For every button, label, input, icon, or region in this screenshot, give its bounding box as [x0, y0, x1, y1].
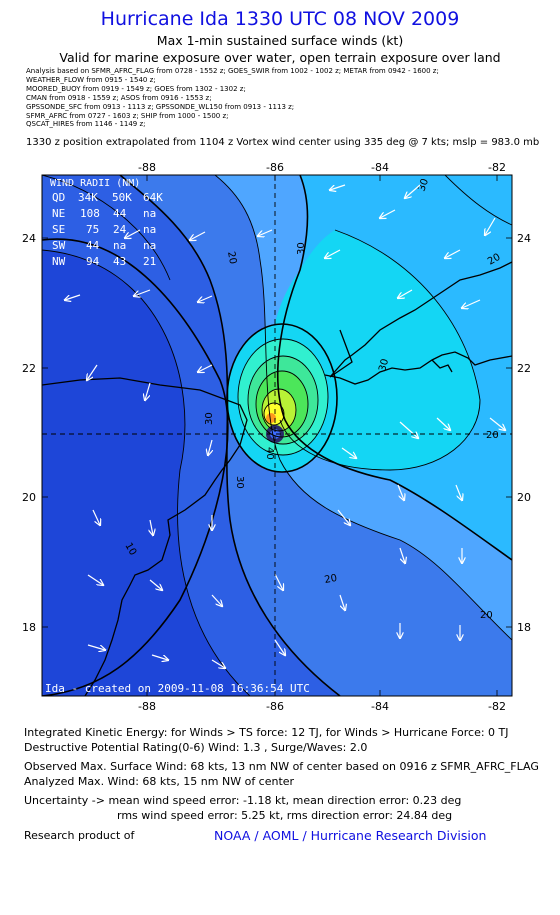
contour-fill: [42, 175, 512, 696]
contour-label: 30: [296, 242, 307, 255]
wind-radii-cell: na: [143, 223, 156, 236]
uncertainty-rms-line: rms wind speed error: 5.25 kt, rms direc…: [117, 809, 453, 822]
y-tick-label: 20: [22, 491, 36, 504]
x-tick-label: -86: [266, 161, 284, 174]
y-tick-label: 22: [22, 362, 36, 375]
axis-labels: -88 -86 -84 -82 -88 -86 -84 -82 24 22 20…: [22, 161, 531, 710]
contour-label: 30: [204, 412, 215, 425]
wind-radii-table: WIND RADII (NM) QD 34K 50K 64K NE 108 44…: [50, 178, 163, 268]
axis-ticks: [42, 175, 512, 696]
wind-radii-cell: 94: [86, 255, 100, 268]
wind-radii-cell: 108: [80, 207, 100, 220]
wind-radii-cell: NW: [52, 255, 66, 268]
wind-radii-title: WIND RADII (NM): [50, 178, 140, 189]
x-tick-label: -82: [488, 700, 506, 710]
wind-radii-cell: na: [113, 239, 126, 252]
source-line: WEATHER_FLOW from 0915 - 1540 z;: [26, 75, 156, 84]
source-line: GPSSONDE_SFC from 0913 - 1113 z; GPSSOND…: [26, 102, 295, 111]
coastline: [42, 261, 512, 696]
y-tick-label: 18: [22, 621, 36, 634]
data-sources: Analysis based on SFMR_AFRC_FLAG from 07…: [26, 67, 546, 129]
wind-radii-cell: 21: [143, 255, 156, 268]
wind-radii-cell: na: [143, 207, 156, 220]
contour-label: 40: [264, 447, 275, 460]
wind-radii-cell: NE: [52, 207, 65, 220]
x-tick-label: -88: [138, 161, 156, 174]
source-line: SFMR_AFRC from 0727 - 1603 z; SHIP from …: [26, 111, 229, 120]
wind-radii-cell: 43: [113, 255, 126, 268]
y-tick-label: 24: [517, 232, 531, 245]
wind-radii-cell: 24: [113, 223, 127, 236]
source-line: QSCAT_HIRES from 1146 - 1149 z;: [26, 120, 146, 129]
contour-label: 20: [225, 251, 238, 265]
wind-radii-cell: na: [143, 239, 156, 252]
x-tick-label: -84: [371, 700, 389, 710]
center-crosshair: [42, 175, 512, 696]
x-tick-label: -84: [371, 161, 389, 174]
contour-label: 20: [324, 573, 338, 586]
contour-lines: [42, 175, 512, 696]
y-tick-label: 20: [517, 491, 531, 504]
source-line: Analysis based on SFMR_AFRC_FLAG from 07…: [26, 67, 439, 75]
y-tick-label: 18: [517, 621, 531, 634]
page-title: Hurricane Ida 1330 UTC 08 NOV 2009: [100, 8, 460, 30]
wind-arrows: [65, 184, 505, 668]
wind-radii-header: 64K: [143, 191, 163, 204]
wind-radii-cell: 44: [113, 207, 127, 220]
wind-radii-cell: SE: [52, 223, 65, 236]
wind-radii-cell: SW: [52, 239, 66, 252]
x-tick-label: -82: [488, 161, 506, 174]
wind-radii-cell: 75: [86, 223, 99, 236]
research-label: Research product of: [24, 829, 135, 842]
wind-radii-header: QD: [52, 191, 65, 204]
map-subtitle: Max 1-min sustained surface winds (kt): [156, 33, 404, 48]
ike-line: Integrated Kinetic Energy: for Winds > T…: [24, 726, 509, 739]
wind-radii-header: 50K: [112, 191, 132, 204]
x-tick-label: -88: [138, 700, 156, 710]
y-tick-label: 22: [517, 362, 531, 375]
wind-radii-cell: 44: [86, 239, 100, 252]
x-tick-label: -86: [266, 700, 284, 710]
noaa-attribution: NOAA / AOML / Hurricane Research Divisio…: [214, 828, 487, 843]
map-subtitle-2: Valid for marine exposure over water, op…: [59, 50, 501, 65]
analyzed-max-line: Analyzed Max. Wind: 68 kts, 15 nm NW of …: [24, 775, 295, 788]
wind-field-map: 30 20 30 20 30 40 30 20 20 10 30 20: [22, 161, 531, 710]
position-note: 1330 z position extrapolated from 1104 z…: [26, 137, 540, 148]
contour-label: 30: [234, 476, 245, 489]
contour-label: 20: [480, 610, 493, 621]
y-tick-label: 24: [22, 232, 36, 245]
contour-label: 30: [416, 177, 431, 193]
creation-stamp: Ida - created on 2009-11-08 16:36:54 UTC: [45, 682, 310, 695]
observed-max-line: Observed Max. Surface Wind: 68 kts, 13 n…: [24, 760, 539, 773]
uncertainty-line: Uncertainty -> mean wind speed error: -1…: [24, 794, 462, 807]
contour-label: 20: [486, 430, 499, 441]
source-line: MOORED_BUOY from 0919 - 1549 z; GOES fro…: [26, 84, 246, 93]
wind-radii-header: 34K: [78, 191, 98, 204]
dpr-line: Destructive Potential Rating(0-6) Wind: …: [24, 741, 368, 754]
source-line: CMAN from 0918 - 1559 z; ASOS from 0916 …: [26, 93, 212, 102]
plot-frame: [41, 174, 513, 697]
